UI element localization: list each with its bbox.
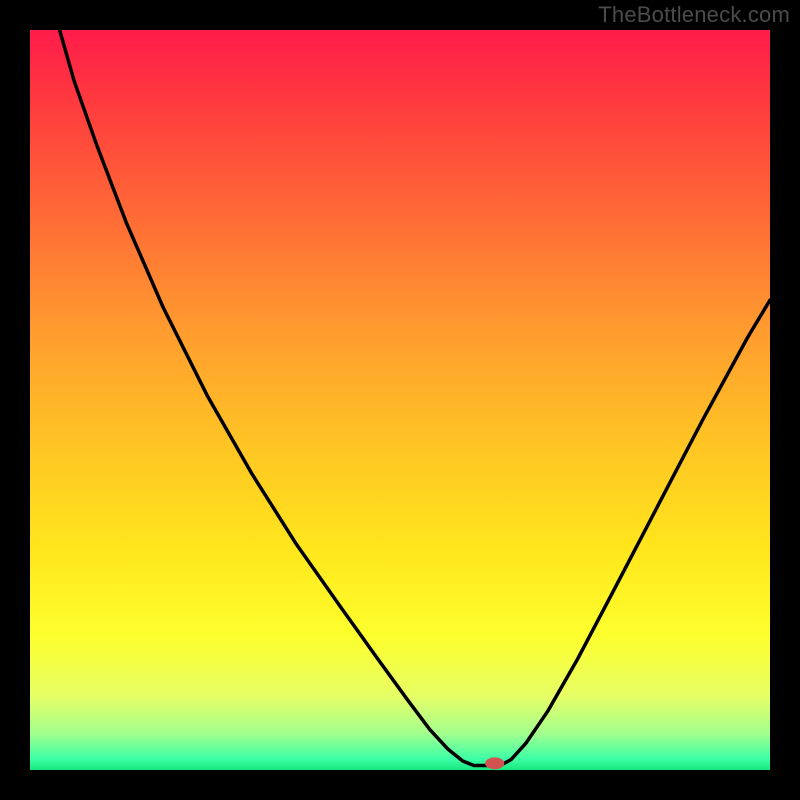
bottleneck-chart [30,30,770,770]
optimal-point-marker [485,757,504,769]
watermark-text: TheBottleneck.com [598,2,790,28]
chart-background-gradient [30,30,770,770]
